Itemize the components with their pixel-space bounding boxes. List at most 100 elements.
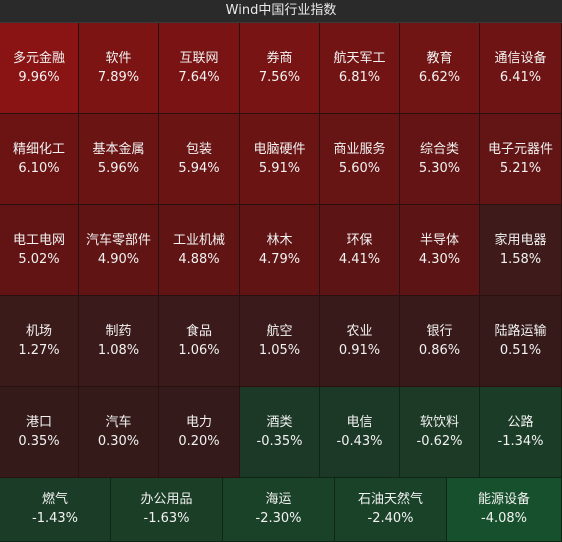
industry-change-percent: 0.30%	[97, 433, 140, 449]
industry-tile[interactable]: 工业机械 4.88%	[159, 205, 240, 296]
industry-change-percent: 7.64%	[178, 69, 220, 85]
industry-name: 航天军工	[333, 50, 386, 66]
industry-tile[interactable]: 航空 1.05%	[240, 296, 320, 387]
industry-change-percent: 6.81%	[338, 69, 381, 85]
industry-tile[interactable]: 港口 0.35%	[0, 387, 79, 478]
industry-tile[interactable]: 石油天然气 -2.40%	[335, 478, 447, 542]
heatmap-grid: 多元金融 9.96% 软件 7.89% 互联网 7.64% 券商 7.56% 航天军工 6.81%…	[0, 23, 562, 542]
industry-name: 海运	[265, 492, 292, 507]
industry-tile[interactable]: 航天军工 6.81%	[320, 23, 400, 114]
industry-tile[interactable]: 教育 6.62%	[400, 23, 480, 114]
industry-tile[interactable]: 电脑硬件 5.91%	[240, 114, 320, 205]
industry-tile[interactable]: 电子元器件 5.21%	[480, 114, 562, 205]
industry-tile[interactable]: 半导体 4.30%	[400, 205, 480, 296]
industry-name: 家用电器	[494, 232, 547, 248]
industry-change-percent: 0.35%	[18, 433, 60, 449]
industry-change-percent: 5.60%	[338, 160, 381, 176]
industry-change-percent: 0.91%	[338, 342, 381, 358]
industry-tile[interactable]: 制药 1.08%	[79, 296, 159, 387]
industry-change-percent: 7.89%	[97, 69, 140, 85]
industry-change-percent: 0.86%	[418, 342, 461, 358]
industry-name: 工业机械	[172, 232, 225, 248]
industry-name: 能源设备	[477, 492, 530, 507]
industry-tile[interactable]: 基本金属 5.96%	[79, 114, 159, 205]
industry-tile[interactable]: 商业服务 5.60%	[320, 114, 400, 205]
industry-tile[interactable]: 陆路运输 0.51%	[480, 296, 562, 387]
heatmap-row: 电工电网 5.02% 汽车零部件 4.90% 工业机械 4.88% 林木 4.79% 环保 4.4…	[0, 205, 562, 296]
industry-tile[interactable]: 农业 0.91%	[320, 296, 400, 387]
industry-change-percent: 0.20%	[178, 433, 220, 449]
industry-name: 电脑硬件	[253, 141, 306, 157]
industry-name: 汽车	[105, 414, 132, 430]
industry-name: 汽车零部件	[85, 232, 151, 248]
industry-change-percent: 7.56%	[258, 69, 301, 85]
industry-change-percent: 6.62%	[418, 69, 461, 85]
industry-name: 农业	[346, 323, 373, 339]
heatmap-row: 机场 1.27% 制药 1.08% 食品 1.06% 航空 1.05% 农业 0.91% 银行 0.8…	[0, 296, 562, 387]
industry-change-percent: -1.63%	[143, 511, 190, 526]
industry-tile[interactable]: 林木 4.79%	[240, 205, 320, 296]
industry-tile[interactable]: 汽车零部件 4.90%	[79, 205, 159, 296]
industry-tile[interactable]: 包装 5.94%	[159, 114, 240, 205]
industry-tile[interactable]: 酒类 -0.35%	[240, 387, 320, 478]
industry-tile[interactable]: 海运 -2.30%	[223, 478, 335, 542]
industry-change-percent: 5.91%	[258, 160, 301, 176]
panel-title: Wind中国行业指数	[0, 0, 562, 23]
industry-change-percent: -0.35%	[256, 433, 303, 449]
industry-tile[interactable]: 汽车 0.30%	[79, 387, 159, 478]
industry-name: 综合类	[419, 141, 459, 157]
industry-tile[interactable]: 家用电器 1.58%	[480, 205, 562, 296]
industry-tile[interactable]: 电信 -0.43%	[320, 387, 400, 478]
heatmap-row: 港口 0.35% 汽车 0.30% 电力 0.20% 酒类 -0.35% 电信 -0.43% 软饮料…	[0, 387, 562, 478]
industry-change-percent: -1.34%	[497, 433, 544, 449]
industry-tile[interactable]: 软饮料 -0.62%	[400, 387, 480, 478]
industry-tile[interactable]: 软件 7.89%	[79, 23, 159, 114]
industry-name: 电工电网	[12, 232, 65, 248]
industry-name: 商业服务	[333, 141, 386, 157]
industry-name: 办公用品	[140, 492, 193, 507]
industry-change-percent: 9.96%	[18, 69, 60, 85]
industry-name: 多元金融	[12, 50, 65, 66]
industry-tile[interactable]: 券商 7.56%	[240, 23, 320, 114]
industry-tile[interactable]: 能源设备 -4.08%	[447, 478, 562, 542]
industry-name: 软饮料	[419, 414, 459, 430]
industry-tile[interactable]: 食品 1.06%	[159, 296, 240, 387]
industry-change-percent: 5.02%	[18, 251, 60, 267]
industry-change-percent: -4.08%	[481, 511, 527, 526]
heatmap-row: 燃气 -1.43% 办公用品 -1.63% 海运 -2.30% 石油天然气 -2.40% 能源设…	[0, 478, 562, 542]
industry-tile[interactable]: 机场 1.27%	[0, 296, 79, 387]
industry-name: 互联网	[179, 50, 219, 66]
industry-change-percent: 0.51%	[499, 342, 542, 358]
industry-tile[interactable]: 燃气 -1.43%	[0, 478, 111, 542]
heatmap-row: 精细化工 6.10% 基本金属 5.96% 包装 5.94% 电脑硬件 5.91% 商业服务 5.…	[0, 114, 562, 205]
industry-tile[interactable]: 电工电网 5.02%	[0, 205, 79, 296]
industry-tile[interactable]: 电力 0.20%	[159, 387, 240, 478]
industry-change-percent: 5.94%	[178, 160, 220, 176]
industry-name: 通信设备	[494, 50, 547, 66]
industry-tile[interactable]: 互联网 7.64%	[159, 23, 240, 114]
industry-name: 石油天然气	[357, 492, 423, 507]
industry-tile[interactable]: 办公用品 -1.63%	[111, 478, 223, 542]
industry-tile[interactable]: 公路 -1.34%	[480, 387, 562, 478]
industry-change-percent: 4.88%	[178, 251, 220, 267]
industry-change-percent: -2.40%	[367, 511, 414, 526]
industry-name: 环保	[346, 232, 373, 248]
industry-change-percent: 1.58%	[499, 251, 542, 267]
industry-change-percent: 4.41%	[338, 251, 381, 267]
industry-name: 基本金属	[92, 141, 145, 157]
industry-tile[interactable]: 精细化工 6.10%	[0, 114, 79, 205]
industry-change-percent: -0.43%	[336, 433, 383, 449]
industry-tile[interactable]: 银行 0.86%	[400, 296, 480, 387]
industry-change-percent: 4.30%	[418, 251, 461, 267]
industry-name: 林木	[266, 232, 293, 248]
industry-tile[interactable]: 综合类 5.30%	[400, 114, 480, 205]
industry-tile[interactable]: 环保 4.41%	[320, 205, 400, 296]
industry-change-percent: 6.41%	[499, 69, 542, 85]
industry-change-percent: -0.62%	[416, 433, 463, 449]
industry-name: 食品	[185, 323, 212, 339]
industry-tile[interactable]: 通信设备 6.41%	[480, 23, 562, 114]
industry-change-percent: 1.27%	[18, 342, 60, 358]
industry-change-percent: -2.30%	[255, 511, 302, 526]
industry-name: 教育	[426, 50, 453, 66]
industry-tile[interactable]: 多元金融 9.96%	[0, 23, 79, 114]
